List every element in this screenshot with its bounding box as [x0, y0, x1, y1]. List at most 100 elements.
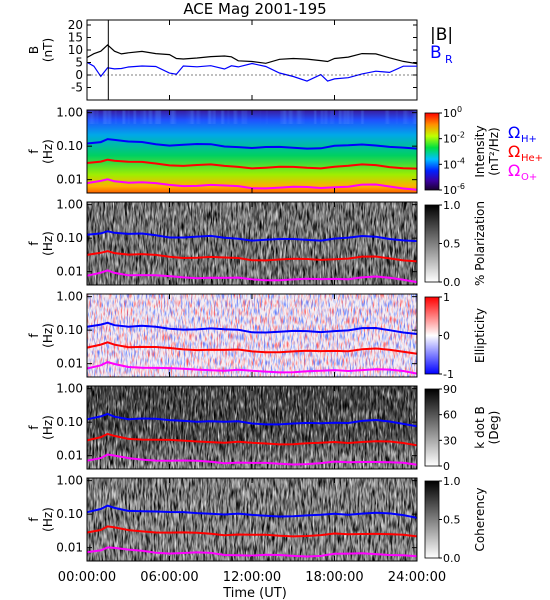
x-tick-label: 12:00:00 [223, 570, 281, 585]
colorbar-label: k dot B [473, 406, 487, 448]
colorbar-tick-exponent: -2 [457, 131, 465, 140]
freq-ytick-label: 0.01 [56, 357, 83, 371]
omega-he-line [86, 250, 418, 263]
omega-o-line [86, 453, 418, 466]
b-panel-frame [86, 19, 418, 101]
freq-ytick-label: 0.01 [56, 173, 83, 187]
freq-ytick-label: 0.10 [56, 415, 83, 429]
colorbar-label: Intensity [473, 125, 487, 177]
colorbar-tick-label: 90 [443, 383, 457, 396]
spectrogram-texture-b [87, 478, 417, 561]
omega-he-line [86, 341, 418, 355]
b-ytick-label: 20 [68, 18, 83, 32]
colorbar-tick-label: 10 [443, 184, 457, 197]
legend-omega-he: Ω [508, 142, 520, 161]
legend-b-radial: B [430, 43, 442, 63]
colorbar-label: % Polarization [473, 201, 487, 286]
freq-ylabel: f [27, 425, 41, 430]
colorbar-coherency [424, 480, 440, 559]
legend-b-radial-sub: R [445, 53, 453, 66]
b-radial-line [86, 61, 417, 82]
b-ylabel: B [27, 46, 41, 54]
panel-polarization: 1.00 0.10 0.01 f (Hz) 1.0 0.5 0.0 % Polarization [27, 198, 487, 289]
colorbar-tick-label: 0.0 [443, 276, 461, 289]
b-ytick-label: 10 [68, 43, 83, 57]
x-tick-label: 18:00:00 [305, 570, 363, 585]
legend-b-total: |B| [430, 25, 453, 45]
freq-yunit: (Hz) [41, 323, 55, 348]
colorbar-tick-label: 1.0 [443, 475, 461, 488]
colorbar-tick-exponent: -6 [457, 182, 465, 191]
spectrogram-texture-b [87, 202, 417, 285]
freq-yunit: (Hz) [41, 415, 55, 440]
colorbar-tick-label: 0.0 [443, 552, 461, 565]
colorbar-unit: (Deg) [487, 411, 501, 445]
freq-ytick-label: 1.00 [56, 382, 83, 396]
legend-omega-o: Ω [508, 161, 520, 180]
x-tick-label: 06:00:00 [140, 570, 198, 585]
omega-he-line [86, 158, 418, 170]
b-yunit: (nT) [41, 38, 55, 62]
freq-ylabel: f [27, 241, 41, 246]
colorbar-tick-label: 10 [443, 133, 457, 146]
figure-title: ACE Mag 2001-195 [183, 0, 326, 18]
b-ytick-label: 5 [75, 56, 83, 70]
omega-o-line [86, 361, 418, 375]
legend-omega-h-sub: H+ [521, 134, 537, 145]
colorbar-tick-exponent: -4 [457, 156, 465, 165]
freq-yunit: (Hz) [41, 231, 55, 256]
colorbar-tick-label: 10 [443, 107, 457, 120]
omega-h-line [86, 321, 418, 335]
x-tick-label: 00:00:00 [58, 570, 116, 585]
freq-ytick-label: 1.00 [56, 106, 83, 120]
freq-ytick-label: 0.01 [56, 265, 83, 279]
legend-omega-h: Ω [508, 123, 520, 142]
panel-ellipticity: 1.00 0.10 0.01 f (Hz) 1 0 -1 Ellipticity [27, 290, 487, 381]
colorbar-tick-label: 30 [443, 434, 457, 447]
b-ytick-label: 15 [68, 31, 83, 45]
colorbar-tick-label: 0.5 [443, 514, 461, 527]
freq-ytick-label: 1.00 [56, 290, 83, 304]
colorbar-tick-label: 1.0 [443, 199, 461, 212]
omega-he-line [86, 525, 418, 538]
freq-ytick-label: 0.10 [56, 507, 83, 521]
freq-ytick-label: 1.00 [56, 474, 83, 488]
omega-h-line [86, 138, 418, 150]
colorbar-intensity [424, 112, 440, 191]
b-ytick-label: 0 [75, 68, 83, 82]
colorbar-tick-label: 0.5 [443, 238, 461, 251]
colorbar-tick-label: 10 [443, 158, 457, 171]
omega-h-line [86, 412, 418, 428]
omega-h-line [86, 504, 418, 519]
colorbar-ellipticity [424, 296, 440, 375]
colorbar-tick-label: 1 [443, 291, 450, 304]
freq-ylabel: f [27, 149, 41, 154]
freq-yunit: (Hz) [41, 507, 55, 532]
omega-o-line [86, 269, 418, 284]
colorbar-label: Ellipticity [473, 308, 487, 363]
legend-omega-o-sub: O+ [521, 172, 537, 183]
colorbar-unit: (nT²/Hz) [487, 127, 501, 175]
freq-ytick-label: 1.00 [56, 198, 83, 212]
colorbar-tick-exponent: 0 [457, 105, 462, 114]
omega-o-line [86, 178, 418, 191]
colorbar-tick-label: 60 [443, 409, 457, 422]
freq-ylabel: f [27, 333, 41, 338]
panel-kdotb: 1.00 0.10 0.01 f (Hz) 90 60 30 0 k dot B (Deg) [27, 382, 501, 473]
omega-o-line [86, 546, 418, 558]
colorbar-tick-label: 0 [443, 330, 450, 343]
omega-h-line [86, 230, 418, 243]
colorbar-label: Coherency [473, 487, 487, 551]
freq-ytick-label: 0.01 [56, 449, 83, 463]
x-tick-label: 24:00:00 [388, 570, 446, 585]
freq-ytick-label: 0.10 [56, 323, 83, 337]
freq-yunit: (Hz) [41, 139, 55, 164]
omega-he-line [86, 432, 418, 447]
b-total-line [86, 44, 418, 65]
freq-ylabel: f [27, 517, 41, 522]
b-ytick-label: -5 [71, 81, 83, 95]
freq-ytick-label: 0.10 [56, 139, 83, 153]
freq-ytick-label: 0.01 [56, 541, 83, 555]
